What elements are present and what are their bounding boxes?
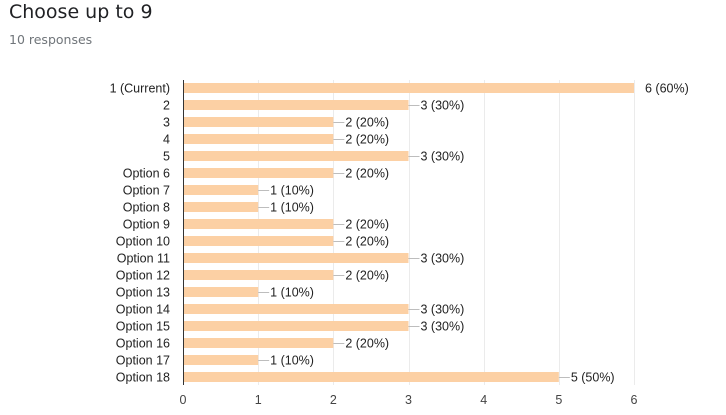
bar bbox=[184, 134, 334, 144]
x-tick-label: 2 bbox=[330, 393, 337, 407]
category-label: Option 13 bbox=[116, 286, 170, 300]
category-label: 3 bbox=[163, 116, 170, 130]
category-label: Option 12 bbox=[116, 269, 170, 283]
category-label: Option 18 bbox=[116, 371, 170, 385]
x-tick-label: 1 bbox=[255, 393, 262, 407]
bar bbox=[184, 338, 334, 348]
category-label: Option 7 bbox=[123, 184, 170, 198]
category-label: Option 16 bbox=[116, 337, 170, 351]
chart-title: Choose up to 9 bbox=[9, 1, 153, 23]
category-label: 5 bbox=[163, 150, 170, 164]
data-label: 1 (10%) bbox=[270, 184, 314, 198]
data-label: 2 (20%) bbox=[345, 337, 389, 351]
bar bbox=[184, 236, 334, 246]
data-label: 3 (30%) bbox=[421, 320, 465, 334]
data-label: 2 (20%) bbox=[345, 133, 389, 147]
x-tick-label: 3 bbox=[405, 393, 412, 407]
category-label: Option 17 bbox=[116, 354, 170, 368]
bar bbox=[184, 151, 409, 161]
bar bbox=[184, 253, 409, 263]
category-label: Option 14 bbox=[116, 303, 170, 317]
data-label: 2 (20%) bbox=[345, 218, 389, 232]
bar bbox=[184, 355, 259, 365]
bar bbox=[184, 117, 334, 127]
category-label: 1 (Current) bbox=[110, 82, 170, 96]
bar bbox=[184, 321, 409, 331]
response-count: 10 responses bbox=[9, 32, 93, 47]
category-label: Option 11 bbox=[117, 252, 170, 266]
bar bbox=[184, 185, 259, 195]
data-label: 6 (60%) bbox=[645, 82, 689, 96]
x-tick-label: 6 bbox=[631, 393, 638, 407]
category-label: Option 10 bbox=[116, 235, 170, 249]
data-label: 2 (20%) bbox=[345, 167, 389, 181]
category-labels: 1 (Current) 2 3 4 5 Option 6 Option 7 Option 8 O… bbox=[110, 82, 170, 385]
bar bbox=[184, 100, 409, 110]
x-tick-label: 5 bbox=[555, 393, 562, 407]
bar bbox=[184, 304, 409, 314]
bars: 6 (60%) 3 (30%) 2 (20%) 2 (20%) 3 (30%) 2 (20… bbox=[184, 82, 689, 385]
bar bbox=[184, 168, 334, 178]
data-label: 3 (30%) bbox=[421, 303, 465, 317]
bar bbox=[184, 219, 334, 229]
data-label: 1 (10%) bbox=[270, 201, 314, 215]
x-tick-label: 0 bbox=[180, 393, 187, 407]
data-label: 3 (30%) bbox=[421, 252, 465, 266]
bar bbox=[184, 287, 259, 297]
bar bbox=[184, 270, 334, 280]
bar bbox=[184, 202, 259, 212]
data-label: 2 (20%) bbox=[345, 235, 389, 249]
category-label: Option 15 bbox=[116, 320, 170, 334]
category-label: Option 6 bbox=[123, 167, 170, 181]
bar bbox=[184, 83, 634, 93]
bar bbox=[184, 372, 559, 382]
category-label: 2 bbox=[163, 99, 170, 113]
category-label: Option 8 bbox=[123, 201, 170, 215]
data-label: 3 (30%) bbox=[421, 99, 465, 113]
gridlines bbox=[258, 80, 635, 385]
data-label: 2 (20%) bbox=[345, 116, 389, 130]
data-label: 2 (20%) bbox=[345, 269, 389, 283]
data-label: 3 (30%) bbox=[421, 150, 465, 164]
category-label: Option 9 bbox=[123, 218, 170, 232]
x-axis-ticks: 0 1 2 3 4 5 6 bbox=[180, 393, 638, 407]
data-label: 1 (10%) bbox=[270, 354, 314, 368]
x-tick-label: 4 bbox=[480, 393, 487, 407]
data-label: 5 (50%) bbox=[571, 371, 615, 385]
data-label: 1 (10%) bbox=[270, 286, 314, 300]
category-label: 4 bbox=[163, 133, 170, 147]
